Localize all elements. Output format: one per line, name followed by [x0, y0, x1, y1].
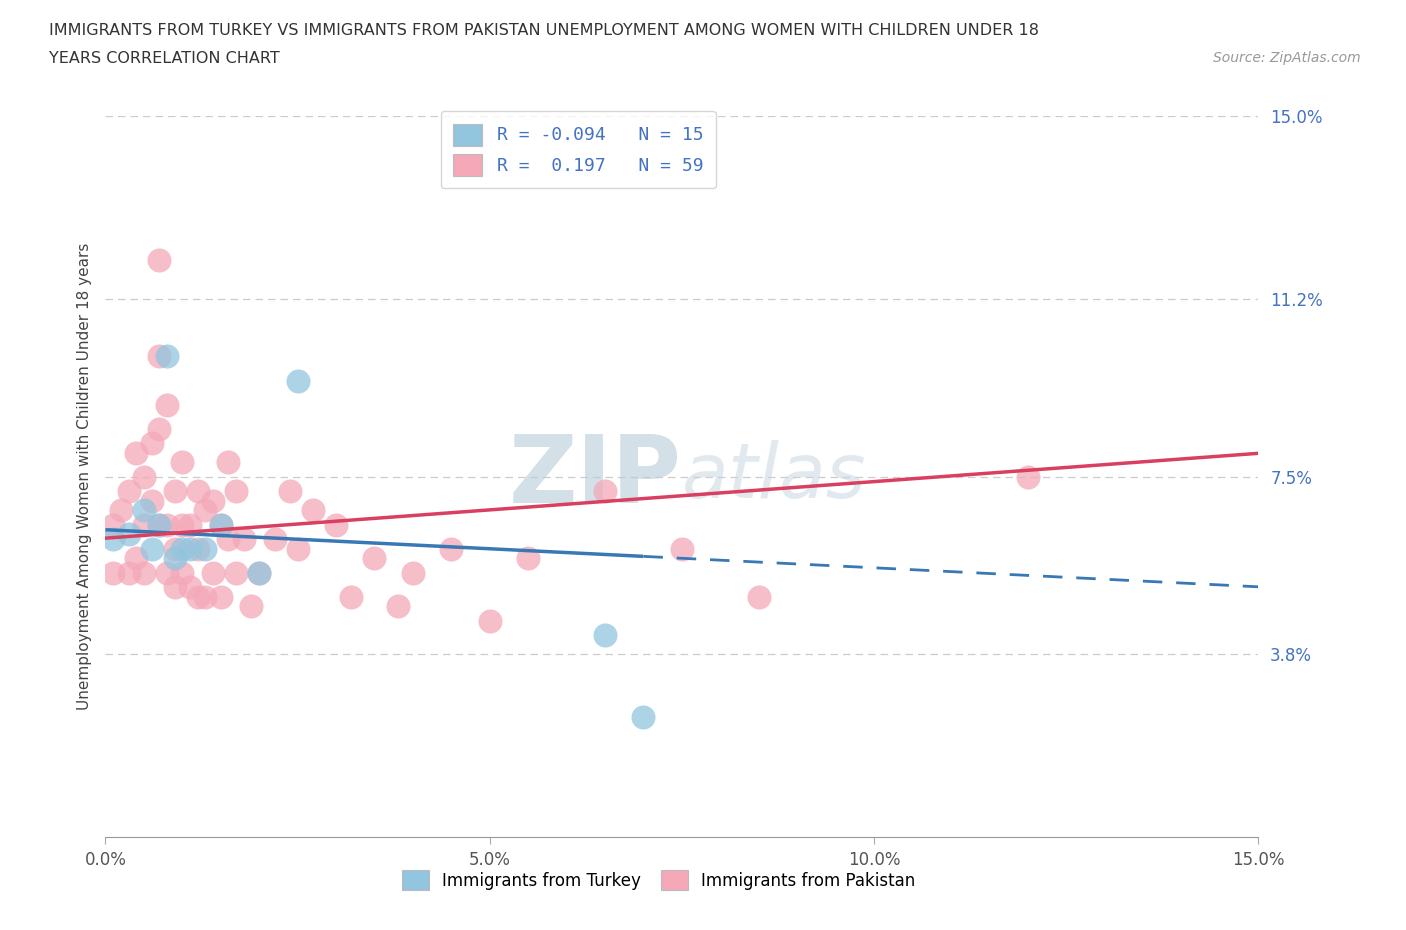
Point	[748, 590, 770, 604]
Point	[287, 541, 309, 556]
Point	[125, 551, 148, 565]
Point	[179, 517, 201, 532]
Point	[232, 532, 254, 547]
Point	[187, 541, 209, 556]
Point	[141, 541, 163, 556]
Point	[156, 349, 179, 364]
Point	[247, 565, 270, 580]
Point	[302, 503, 325, 518]
Point	[101, 565, 124, 580]
Point	[156, 397, 179, 412]
Point	[194, 503, 217, 518]
Point	[101, 517, 124, 532]
Point	[1017, 470, 1039, 485]
Point	[387, 599, 409, 614]
Text: YEARS CORRELATION CHART: YEARS CORRELATION CHART	[49, 51, 280, 66]
Point	[148, 253, 170, 268]
Point	[110, 503, 132, 518]
Text: ZIP: ZIP	[509, 431, 682, 523]
Point	[225, 484, 247, 498]
Point	[132, 470, 155, 485]
Point	[187, 484, 209, 498]
Point	[478, 614, 501, 629]
Point	[163, 541, 186, 556]
Point	[593, 628, 616, 643]
Point	[172, 517, 194, 532]
Point	[179, 541, 201, 556]
Point	[209, 517, 232, 532]
Point	[117, 527, 139, 542]
Y-axis label: Unemployment Among Women with Children Under 18 years: Unemployment Among Women with Children U…	[76, 243, 91, 711]
Point	[633, 710, 655, 724]
Point	[287, 373, 309, 388]
Point	[209, 590, 232, 604]
Point	[325, 517, 347, 532]
Point	[141, 493, 163, 508]
Point	[671, 541, 693, 556]
Point	[363, 551, 385, 565]
Point	[163, 551, 186, 565]
Point	[209, 517, 232, 532]
Point	[402, 565, 425, 580]
Text: Source: ZipAtlas.com: Source: ZipAtlas.com	[1213, 51, 1361, 65]
Point	[132, 503, 155, 518]
Point	[202, 493, 225, 508]
Point	[132, 565, 155, 580]
Point	[172, 565, 194, 580]
Point	[172, 455, 194, 470]
Point	[163, 579, 186, 594]
Point	[179, 579, 201, 594]
Point	[340, 590, 363, 604]
Point	[172, 541, 194, 556]
Legend: Immigrants from Turkey, Immigrants from Pakistan: Immigrants from Turkey, Immigrants from …	[395, 863, 922, 897]
Point	[194, 541, 217, 556]
Point	[194, 590, 217, 604]
Point	[148, 349, 170, 364]
Point	[187, 590, 209, 604]
Point	[278, 484, 301, 498]
Point	[125, 445, 148, 460]
Point	[593, 484, 616, 498]
Point	[163, 484, 186, 498]
Text: atlas: atlas	[682, 440, 866, 513]
Point	[217, 532, 239, 547]
Point	[148, 517, 170, 532]
Point	[217, 455, 239, 470]
Point	[440, 541, 463, 556]
Point	[132, 517, 155, 532]
Point	[225, 565, 247, 580]
Point	[148, 421, 170, 436]
Point	[156, 565, 179, 580]
Point	[141, 435, 163, 450]
Point	[263, 532, 285, 547]
Point	[117, 565, 139, 580]
Text: IMMIGRANTS FROM TURKEY VS IMMIGRANTS FROM PAKISTAN UNEMPLOYMENT AMONG WOMEN WITH: IMMIGRANTS FROM TURKEY VS IMMIGRANTS FRO…	[49, 23, 1039, 38]
Point	[240, 599, 263, 614]
Point	[148, 517, 170, 532]
Point	[156, 517, 179, 532]
Point	[247, 565, 270, 580]
Point	[517, 551, 540, 565]
Point	[101, 532, 124, 547]
Point	[117, 484, 139, 498]
Point	[202, 565, 225, 580]
